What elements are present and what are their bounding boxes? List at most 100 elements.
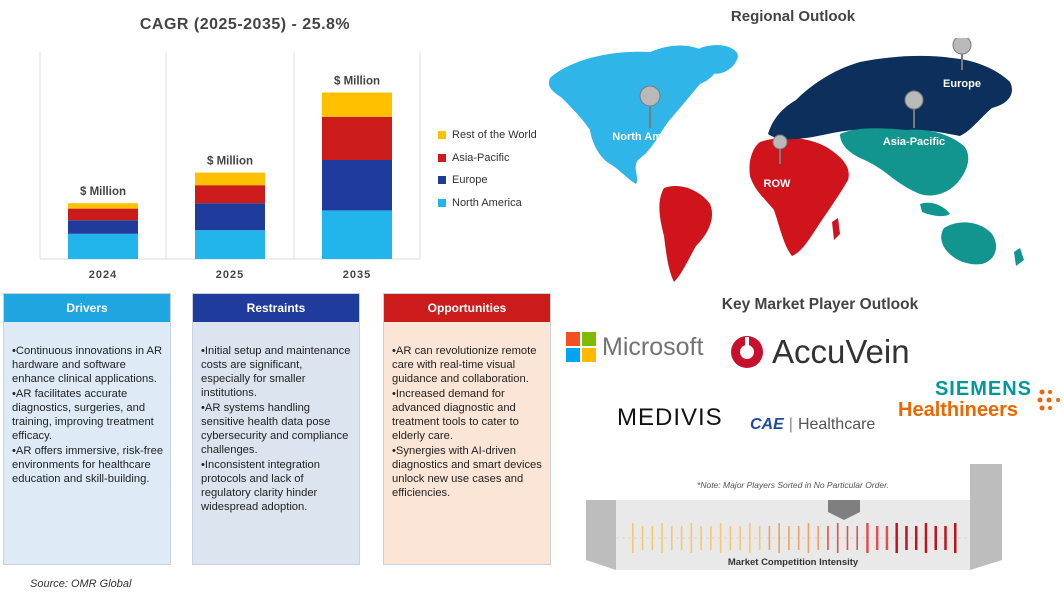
intensity-tick (856, 526, 859, 550)
intensity-tick (778, 523, 780, 553)
opportunities-list: AR can revolutionize remote care with re… (392, 344, 544, 500)
intensity-tick (954, 523, 957, 553)
map-europe-russia (768, 55, 1012, 140)
intensity-tick (914, 526, 918, 550)
map-madagascar (832, 218, 840, 240)
intensity-tick (895, 523, 898, 553)
list-item: Continuous innovations in AR hardware an… (12, 344, 164, 386)
regional-outlook-title: Regional Outlook (730, 8, 856, 25)
intensity-tick (651, 526, 654, 550)
intensity-tick (817, 526, 819, 550)
legend-item-europe: Europe (438, 169, 537, 192)
bar-value-label: $ Million (80, 186, 126, 198)
intensity-tick (866, 523, 869, 553)
map-label-row: ROW (764, 178, 792, 190)
intensity-ticks (632, 523, 957, 553)
drivers-card-title: Drivers (4, 294, 170, 322)
list-item: Synergies with AI-driven diagnostics and… (392, 444, 544, 500)
pin-row (772, 134, 788, 164)
intensity-tick (661, 523, 663, 553)
map-southeast-asia (920, 202, 950, 217)
pin-europe (952, 38, 972, 70)
intensity-tick (885, 526, 889, 550)
legend-item-rest-of-world: Rest of the World (438, 124, 537, 147)
bar-segment-rest-of-the-world-2035 (322, 92, 392, 117)
key-players-title: Key Market Player Outlook (721, 296, 919, 313)
bar-segment-north-america-2024 (68, 233, 138, 259)
intensity-tick (700, 526, 702, 550)
drivers-list: Continuous innovations in AR hardware an… (12, 344, 164, 486)
intensity-pointer (828, 500, 860, 520)
map-asia-pacific (840, 128, 969, 196)
list-item: Initial setup and maintenance costs are … (201, 344, 353, 400)
intensity-tick (807, 523, 810, 553)
accuvein-logo: AccuVein (730, 333, 910, 371)
siemens-dots-icon (1037, 389, 1060, 411)
map-label-europe: Europe (943, 78, 981, 90)
map-north-america (548, 45, 718, 184)
bar-segment-asia-pacific-2035 (322, 116, 392, 160)
list-item: AR offers immersive, risk-free environme… (12, 444, 164, 486)
intensity-tick (729, 526, 732, 550)
bar-segment-north-america-2035 (322, 210, 392, 259)
bar-segment-asia-pacific-2024 (68, 208, 138, 221)
map-africa (749, 137, 849, 256)
intensity-tick (836, 523, 839, 553)
intensity-tick (905, 526, 908, 550)
opportunities-card-title: Opportunities (384, 294, 550, 322)
opportunities-card: Opportunities AR can revolutionize remot… (383, 293, 551, 565)
restraints-card-title: Restraints (193, 294, 359, 322)
x-tick-label: 2024 (89, 269, 117, 281)
bar-value-label: $ Million (207, 156, 253, 168)
intensity-tick (758, 526, 761, 550)
intensity-tick (719, 523, 722, 553)
intensity-label: Market Competition Intensity (727, 557, 859, 568)
intensity-tick (680, 526, 683, 550)
list-item: Increased demand for advanced diagnostic… (392, 387, 544, 443)
bar-segment-rest-of-the-world-2025 (195, 172, 265, 186)
intensity-tick (924, 523, 928, 553)
restraints-list: Initial setup and maintenance costs are … (201, 344, 353, 514)
bar-segment-north-america-2025 (195, 230, 265, 259)
drivers-card: Drivers Continuous innovations in AR har… (3, 293, 171, 565)
x-tick-label: 2035 (343, 269, 371, 281)
list-item: AR facilitates accurate diagnostics, sur… (12, 387, 164, 443)
bar-segment-europe-2035 (322, 160, 392, 211)
stacked-bar-chart: $ Million 2024 $ Million 2025 $ Million 2035 (39, 52, 421, 281)
bar-segment-europe-2024 (68, 220, 138, 234)
source-note: Source: OMR Global (30, 578, 132, 590)
x-tick-label: 2025 (216, 269, 244, 281)
pin-asia-pacific (904, 90, 924, 128)
list-item: Inconsistent integration protocols and l… (201, 458, 353, 514)
bar-value-label: $ Million (334, 76, 380, 88)
intensity-tick (875, 526, 879, 550)
intensity-tick (749, 523, 751, 553)
intensity-tick (797, 526, 800, 550)
intensity-tick (944, 526, 947, 550)
intensity-tick (632, 523, 634, 553)
map-south-america (659, 185, 713, 282)
players-note: *Note: Major Players Sorted in No Partic… (697, 480, 889, 490)
pin-north-america (639, 85, 661, 128)
bar-segment-europe-2025 (195, 203, 265, 231)
map-label-asia-pacific: Asia-Pacific (883, 136, 945, 148)
intensity-tick (690, 523, 693, 553)
intensity-tick (710, 526, 712, 550)
intensity-tick (768, 526, 771, 550)
intensity-tick (827, 526, 829, 550)
accuvein-mark-icon (731, 336, 763, 368)
cae-healthcare-logo: CAE | Healthcare (750, 416, 876, 433)
medivis-logo: MEDIVIS (617, 404, 723, 431)
intensity-tick (739, 526, 741, 550)
map-australia (941, 222, 997, 265)
list-item: AR systems handling sensitive health dat… (201, 401, 353, 457)
chart-legend: Rest of the World Asia-Pacific Europe No… (438, 124, 537, 214)
legend-item-north-america: North America (438, 192, 537, 215)
world-map: North America Europe Asia-Pacific ROW (548, 38, 1024, 282)
bar-segment-asia-pacific-2025 (195, 185, 265, 204)
restraints-card: Restraints Initial setup and maintenance… (192, 293, 360, 565)
microsoft-logo: Microsoft (566, 332, 703, 362)
intensity-tick (671, 526, 673, 550)
intensity-tick (788, 526, 790, 550)
intensity-tick (846, 526, 849, 550)
